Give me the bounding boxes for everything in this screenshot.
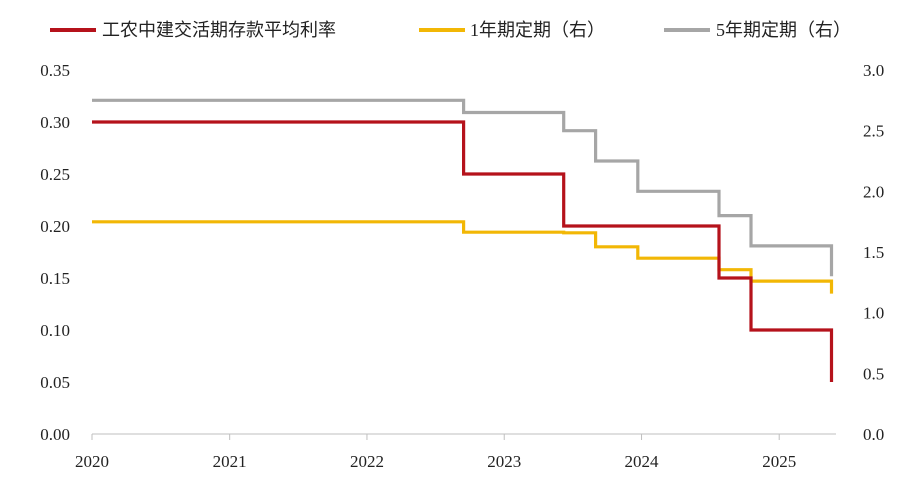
x-tick-label: 2022	[350, 452, 384, 471]
y-right-tick-label: 1.5	[863, 243, 884, 262]
x-tick-label: 2025	[762, 452, 796, 471]
legend-label-demand-rate: 工农中建交活期存款平均利率	[102, 20, 336, 40]
y-right-tick-label: 3.0	[863, 61, 884, 80]
series-line-demand-rate	[92, 120, 834, 382]
x-tick-label: 2021	[213, 452, 247, 471]
y-right-tick-label: 0.5	[863, 364, 884, 383]
y-right-tick-label: 1.0	[863, 304, 884, 323]
y-left-tick-label: 0.25	[40, 165, 70, 184]
y-right-tick-label: 2.5	[863, 122, 884, 141]
x-tick-label: 2020	[75, 452, 109, 471]
legend-label-5y-rate: 5年期定期（右）	[716, 20, 851, 40]
x-tick-label: 2023	[487, 452, 521, 471]
series-lines	[92, 98, 834, 382]
y-left-tick-label: 0.00	[40, 425, 70, 444]
series-line-5y-rate	[92, 98, 834, 277]
y-left-tick-label: 0.15	[40, 269, 70, 288]
y-right-tick-label: 2.0	[863, 182, 884, 201]
x-tick-label: 2024	[625, 452, 660, 471]
y-left-tick-label: 0.10	[40, 321, 70, 340]
y-left-tick-label: 0.20	[40, 217, 70, 236]
y-left-tick-label: 0.35	[40, 61, 70, 80]
y-left-tick-label: 0.05	[40, 373, 70, 392]
legend: 工农中建交活期存款平均利率 1年期定期（右） 5年期定期（右）	[50, 20, 851, 40]
axes: 2020 2021 2022 2023 2024 2025 0.00 0.05 0.10 0.15…	[40, 61, 884, 471]
y-left-tick-label: 0.30	[40, 113, 70, 132]
legend-label-1y-rate: 1年期定期（右）	[470, 20, 605, 40]
y-right-tick-label: 0.0	[863, 425, 884, 444]
